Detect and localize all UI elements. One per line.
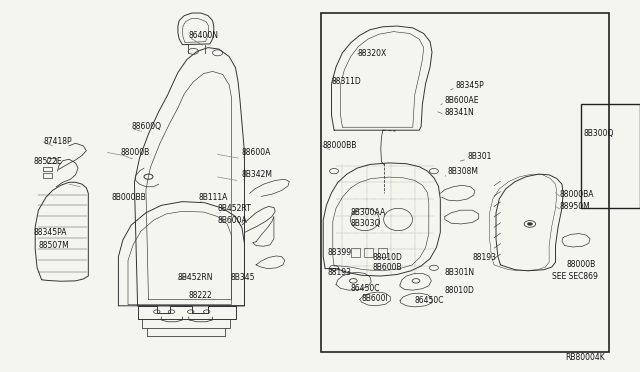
Text: 88507M: 88507M (38, 241, 69, 250)
Text: 8B600A: 8B600A (218, 216, 247, 225)
Text: 88193: 88193 (472, 253, 497, 262)
Text: 88311D: 88311D (332, 77, 361, 86)
Text: 8B000BB: 8B000BB (112, 193, 147, 202)
Text: 88950M: 88950M (560, 202, 591, 211)
Text: 86450C: 86450C (415, 296, 444, 305)
Bar (581, 104, 640, 208)
Text: 8B300AA: 8B300AA (351, 208, 386, 217)
Text: 8B342M: 8B342M (242, 170, 273, 179)
Text: 86400N: 86400N (189, 31, 219, 40)
Text: 8B345: 8B345 (230, 273, 255, 282)
Text: 8B452RN: 8B452RN (178, 273, 213, 282)
Text: 88000BA: 88000BA (560, 190, 595, 199)
Text: 88000B: 88000B (566, 260, 596, 269)
Text: 88000BB: 88000BB (323, 141, 357, 150)
Bar (364, 248, 373, 257)
Text: 8B300Q: 8B300Q (584, 129, 614, 138)
Text: 88600Q: 88600Q (131, 122, 161, 131)
Text: 88193: 88193 (328, 268, 352, 277)
Text: 88522E: 88522E (34, 157, 63, 166)
Text: SEE SEC869: SEE SEC869 (552, 272, 598, 280)
Bar (321, 13, 609, 352)
Text: 86450C: 86450C (351, 284, 380, 293)
Circle shape (527, 222, 532, 225)
Text: 8B600I: 8B600I (362, 294, 388, 303)
Bar (378, 248, 387, 257)
Text: 8B600B: 8B600B (372, 263, 402, 272)
Text: 8B301: 8B301 (467, 153, 492, 161)
Text: 8B111A: 8B111A (198, 193, 228, 202)
Text: 8B301N: 8B301N (445, 268, 475, 277)
Text: 88345P: 88345P (456, 81, 484, 90)
Text: 87418P: 87418P (44, 137, 72, 146)
Text: 88010D: 88010D (445, 286, 475, 295)
Text: 88341N: 88341N (445, 108, 474, 117)
Text: 88345PA: 88345PA (34, 228, 67, 237)
Text: 88010D: 88010D (372, 253, 403, 262)
Text: 8B303Q: 8B303Q (351, 219, 381, 228)
Bar (351, 248, 360, 257)
Text: 88222: 88222 (189, 291, 212, 300)
Bar (43, 167, 52, 171)
Text: 88600A: 88600A (242, 148, 271, 157)
Text: 88000B: 88000B (120, 148, 150, 157)
Bar (43, 173, 52, 178)
Text: 8B308M: 8B308M (448, 167, 479, 176)
Text: 8B600AE: 8B600AE (445, 96, 479, 105)
Bar (47, 158, 56, 163)
Text: 88320X: 88320X (357, 49, 387, 58)
Text: RB80004K: RB80004K (565, 353, 605, 362)
Text: 8B452RT: 8B452RT (218, 204, 252, 213)
Text: 88399: 88399 (328, 248, 352, 257)
